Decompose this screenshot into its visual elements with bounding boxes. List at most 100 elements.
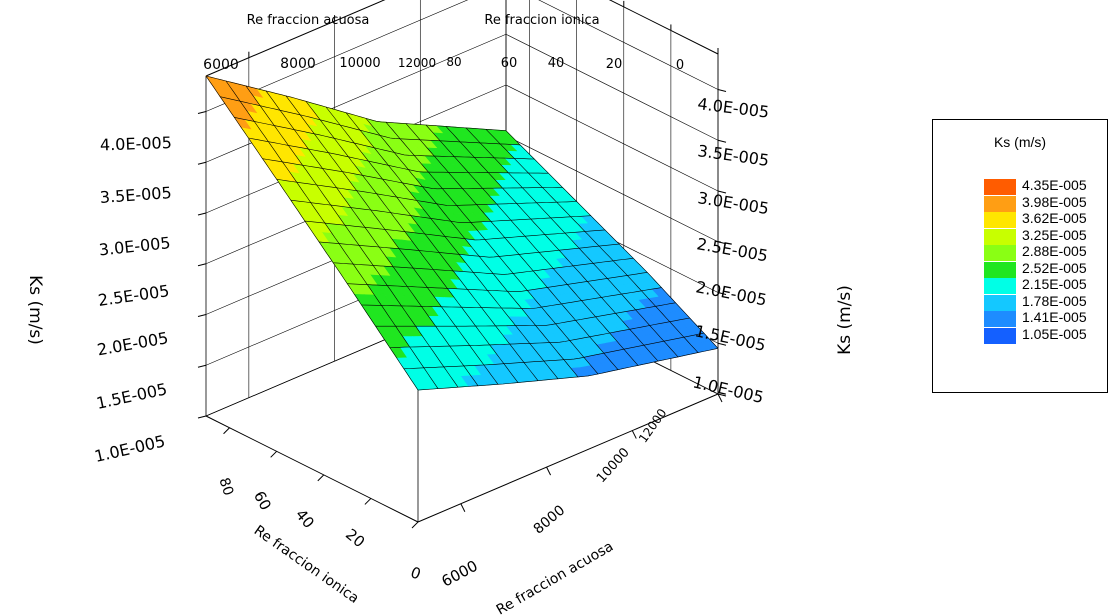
colorbar-swatch [984, 294, 1016, 311]
axis-line [197, 415, 207, 419]
mesh-line [465, 127, 679, 358]
y-bottom-tick-label: 80 [215, 476, 236, 498]
mesh-line [365, 118, 579, 378]
y-top-tick-label: 60 [501, 56, 518, 71]
axis-line [460, 503, 466, 512]
axis-line [197, 263, 207, 267]
mesh-line [234, 117, 535, 160]
z-left-tick-label: 4.0E-005 [100, 133, 172, 154]
mesh-line [389, 317, 690, 348]
mesh-line [425, 124, 639, 366]
mesh-line [290, 199, 591, 223]
z-left-tick-label: 2.5E-005 [97, 281, 171, 310]
mesh-line [205, 75, 507, 131]
axis-line [717, 241, 727, 245]
axis-line [364, 498, 372, 505]
axis-line [717, 89, 727, 93]
z-left-tick-label: 1.5E-005 [95, 379, 169, 413]
colorbar-label: 1.41E-005 [1022, 309, 1087, 325]
y-bottom-tick-label: 40 [292, 506, 318, 532]
mesh-line [417, 348, 719, 391]
colorbar-swatch [984, 179, 1016, 195]
z-right-tick-label: 3.0E-005 [696, 188, 770, 218]
mesh-line [248, 137, 549, 174]
colorbar-swatch [984, 261, 1016, 278]
mesh-line [375, 302, 676, 327]
x-bottom-tick-label: 10000 [594, 445, 633, 486]
z-axis-left-title: Ks (m/s) [25, 275, 45, 345]
axis-line [717, 393, 723, 403]
colorbar-label: 3.25E-005 [1022, 226, 1087, 243]
colorbar-label: 3.62E-005 [1022, 210, 1087, 226]
mesh-line [285, 95, 499, 385]
axis-line [608, 0, 719, 55]
mesh-line [445, 126, 659, 362]
axis-line [317, 474, 325, 482]
surface-gridlines [205, 75, 719, 391]
y-top-tick-label: 40 [548, 56, 565, 71]
axis-line [505, 135, 719, 243]
z-right-tick-label: 3.5E-005 [696, 141, 770, 170]
surface-plot: Re fraccion acuosa Re fraccion ionica 60… [25, 0, 855, 616]
z-right-tick-label: 2.0E-005 [694, 277, 768, 309]
mesh-line [345, 112, 559, 379]
x-top-tick-label: 6000 [203, 57, 239, 73]
colorbar-swatch [984, 327, 1016, 344]
z-left-tick-label: 2.0E-005 [96, 328, 170, 359]
colorbar-swatch [984, 195, 1016, 212]
mesh-line [485, 129, 699, 353]
axis-line [717, 342, 727, 346]
mesh-line [225, 80, 439, 389]
axis-line [546, 466, 552, 476]
axis-line [223, 427, 230, 435]
colorbar-label: 1.78E-005 [1022, 292, 1087, 309]
z-left-tick-label: 3.5E-005 [99, 183, 172, 207]
colorbar-swatch [984, 212, 1016, 228]
colorbar-legend: Ks (m/s) 4.35E-005 3.98E-005 3.62E-005 3.25… [932, 119, 1108, 393]
axis-line [197, 111, 207, 115]
x-top-tick-label: 10000 [339, 56, 380, 71]
colorbar-label: 2.52E-005 [1022, 259, 1087, 276]
x-bottom-tick-label: 8000 [531, 502, 569, 537]
axis-line [205, 0, 386, 77]
mesh-line [205, 75, 419, 391]
mesh-line [265, 90, 479, 386]
mesh-line [262, 158, 563, 190]
axis-line [505, 34, 719, 141]
y-bottom-tick-label: 60 [250, 488, 275, 513]
mesh-line [385, 122, 599, 375]
y-bottom-tick-label: 0 [408, 563, 423, 583]
colorbar-label: 3.98E-005 [1022, 193, 1087, 210]
z-left-tick-label: 1.0E-005 [93, 431, 167, 466]
axis-line [205, 415, 419, 523]
axis-line [417, 393, 719, 523]
x-top-tick-label: 12000 [398, 56, 436, 70]
x-bottom-tick-label: 6000 [439, 557, 481, 591]
y-bottom-tick-label: 20 [342, 525, 368, 551]
x-bottom-tick-label: 12000 [636, 406, 669, 445]
axis-line [717, 190, 727, 194]
colorbar-label: 4.35E-005 [1022, 177, 1087, 193]
axis-line [197, 314, 207, 317]
axis-line [717, 393, 727, 397]
mesh-line [245, 85, 459, 388]
mesh-line [405, 123, 619, 370]
colorbar-label: 2.15E-005 [1022, 276, 1087, 292]
y-top-tick-label: 0 [676, 58, 684, 73]
mesh-line [403, 332, 704, 370]
axis-line [270, 450, 278, 458]
colorbar-label: 1.05E-005 [1022, 325, 1087, 342]
y-top-tick-label: 80 [446, 55, 461, 69]
colorbar-swatch [984, 245, 1016, 261]
mesh-line [276, 179, 577, 206]
mesh-line [319, 241, 620, 258]
mesh-line [305, 101, 519, 383]
mesh-line [220, 96, 521, 146]
z-right-tick-label: 4.0E-005 [697, 94, 771, 122]
z-axis-right-title: Ks (m/s) [835, 285, 855, 355]
z-left-tick-label: 3.0E-005 [98, 233, 171, 259]
axis-line [717, 292, 727, 295]
x-top-tick-label: 8000 [280, 56, 316, 72]
colorbar-label: 2.88E-005 [1022, 243, 1087, 259]
mesh-line [361, 287, 662, 309]
